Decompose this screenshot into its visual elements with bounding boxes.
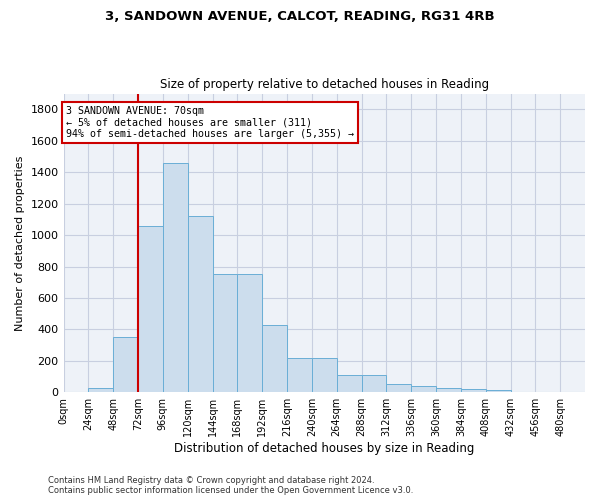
Bar [337, 375, 362, 392]
Text: 3, SANDOWN AVENUE, CALCOT, READING, RG31 4RB: 3, SANDOWN AVENUE, CALCOT, READING, RG31… [105, 10, 495, 23]
Title: Size of property relative to detached houses in Reading: Size of property relative to detached ho… [160, 78, 489, 91]
Bar [411, 386, 436, 392]
Bar [436, 388, 461, 392]
Bar [238, 274, 262, 392]
Text: Contains HM Land Registry data © Crown copyright and database right 2024.
Contai: Contains HM Land Registry data © Crown c… [48, 476, 413, 495]
Bar [461, 389, 485, 392]
Bar [138, 226, 163, 392]
Bar [88, 388, 113, 392]
X-axis label: Distribution of detached houses by size in Reading: Distribution of detached houses by size … [174, 442, 475, 455]
Bar [362, 375, 386, 392]
Bar [485, 390, 511, 392]
Bar [386, 384, 411, 392]
Bar [287, 358, 312, 392]
Bar [163, 162, 188, 392]
Bar [262, 324, 287, 392]
Text: 3 SANDOWN AVENUE: 70sqm
← 5% of detached houses are smaller (311)
94% of semi-de: 3 SANDOWN AVENUE: 70sqm ← 5% of detached… [65, 106, 353, 140]
Y-axis label: Number of detached properties: Number of detached properties [15, 156, 25, 330]
Bar [212, 274, 238, 392]
Bar [113, 338, 138, 392]
Bar [312, 358, 337, 392]
Bar [188, 216, 212, 392]
